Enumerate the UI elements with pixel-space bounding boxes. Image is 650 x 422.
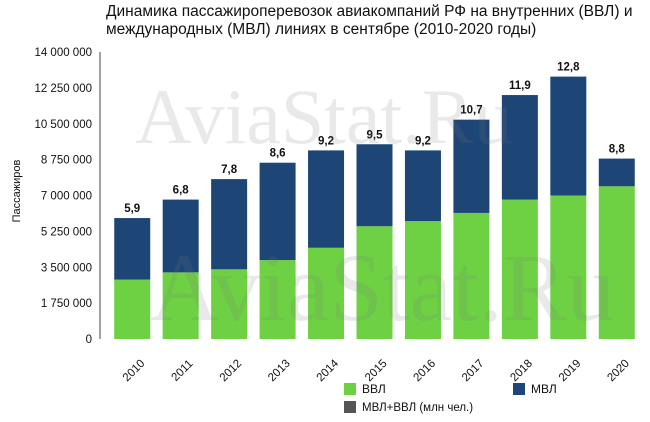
bar-vvl-2015	[356, 226, 393, 339]
legend-swatch-total	[344, 401, 356, 413]
bar-mvl-2010	[114, 218, 151, 280]
bar-vvl-2018	[501, 199, 538, 339]
bar-vvl-2011	[162, 272, 199, 339]
bar-mvl-2014	[308, 150, 345, 248]
bar-mvl-2019	[550, 76, 587, 196]
legend-item-mvl: МВЛ	[513, 382, 557, 396]
data-label-2014: 9,2	[318, 135, 334, 147]
y-tick-label: 0	[86, 334, 92, 346]
data-label-2010: 5,9	[124, 203, 140, 215]
bar-mvl-2020	[598, 158, 635, 187]
x-tick-label: 2013	[266, 358, 293, 385]
y-tick-label: 5 250 000	[41, 226, 92, 238]
data-label-2012: 7,8	[221, 164, 238, 176]
x-tick-label: 2019	[557, 358, 584, 385]
bar-vvl-2017	[453, 212, 490, 339]
chart-title: Динамика пассажироперевозок авиакомпаний…	[106, 3, 633, 38]
bar-vvl-2014	[308, 247, 345, 339]
bar-mvl-2012	[211, 179, 248, 270]
legend-swatch-vvl	[344, 383, 356, 395]
x-tick-label: 2016	[412, 358, 439, 385]
x-tick-label: 2017	[460, 358, 487, 385]
bar-vvl-2012	[211, 269, 248, 339]
y-tick-label: 14 000 000	[34, 47, 92, 59]
data-label-2019: 12,8	[557, 62, 580, 74]
y-tick-label: 8 750 000	[41, 155, 92, 167]
data-label-2016: 9,2	[415, 135, 431, 147]
bar-mvl-2017	[453, 119, 490, 213]
legend-label-mvl: МВЛ	[531, 382, 557, 396]
y-tick-label: 1 750 000	[41, 298, 92, 310]
bar-vvl-2010	[114, 279, 151, 339]
legend-label-vvl: ВВЛ	[362, 382, 386, 396]
y-tick-label: 10 500 000	[34, 119, 92, 131]
x-tick-label: 2020	[605, 358, 632, 385]
bar-vvl-2016	[404, 221, 441, 339]
x-tick-label: 2012	[218, 358, 245, 385]
legend-swatch-mvl	[513, 383, 525, 395]
data-label-2015: 9,5	[367, 129, 384, 141]
data-label-2013: 8,6	[270, 148, 286, 160]
data-label-2020: 8,8	[609, 144, 626, 156]
bar-mvl-2011	[162, 199, 199, 273]
y-tick-label: 12 250 000	[34, 83, 92, 95]
x-tick-label: 2010	[121, 358, 148, 385]
y-tick-label: 7 000 000	[41, 191, 92, 203]
bar-mvl-2015	[356, 144, 393, 227]
data-label-2018: 11,9	[509, 80, 531, 92]
x-tick-label: 2014	[315, 357, 342, 384]
bar-mvl-2018	[501, 95, 538, 200]
x-tick-label: 2018	[508, 358, 535, 385]
legend-item-vvl: ВВЛ	[344, 382, 386, 396]
y-tick-label: 3 500 000	[41, 262, 92, 274]
legend-label-total: МВЛ+ВВЛ (млн чел.)	[362, 402, 474, 414]
bar-vvl-2020	[598, 186, 635, 339]
x-tick-label: 2011	[170, 358, 196, 384]
bar-vvl-2019	[550, 195, 587, 339]
data-label-2011: 6,8	[173, 185, 190, 197]
data-label-2017: 10,7	[460, 105, 482, 117]
bar-mvl-2016	[404, 150, 441, 222]
legend-item-total: МВЛ+ВВЛ (млн чел.)	[344, 401, 473, 414]
bar-vvl-2013	[259, 260, 296, 339]
x-tick-label: 2015	[363, 358, 390, 385]
bar-mvl-2013	[259, 162, 296, 261]
